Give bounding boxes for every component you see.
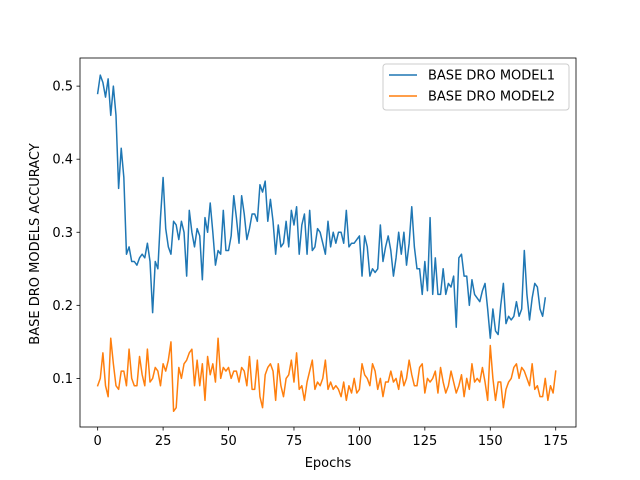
y-tick-label: 0.3 <box>52 226 73 241</box>
series-line-2 <box>96 337 557 413</box>
x-tick-label: 75 <box>286 434 303 449</box>
legend-box <box>382 63 570 111</box>
x-axis: 0 25 50 75 100 125 150 175 <box>94 427 568 449</box>
x-tick-label: 100 <box>347 434 372 449</box>
x-tick-label: 175 <box>543 434 568 449</box>
x-tick-label: 25 <box>155 434 172 449</box>
series-line-1 <box>96 74 547 339</box>
legend-label-1: BASE DRO MODEL1 <box>428 69 555 84</box>
plot-frame <box>79 57 577 428</box>
plot-area <box>79 57 577 428</box>
y-axis: 0.1 0.2 0.3 0.4 0.5 <box>52 80 80 387</box>
x-tick-label: 50 <box>220 434 237 449</box>
y-tick-label: 0.4 <box>52 153 73 168</box>
legend: BASE DRO MODEL1 BASE DRO MODEL2 <box>382 63 570 111</box>
y-tick-label: 0.2 <box>52 299 73 314</box>
legend-label-2: BASE DRO MODEL2 <box>428 90 555 105</box>
y-axis-label: BASE DRO MODELS ACCURACY <box>28 143 43 344</box>
y-tick-label: 0.1 <box>52 372 73 387</box>
x-tick-label: 125 <box>412 434 437 449</box>
x-tick-label: 0 <box>94 434 102 449</box>
y-tick-label: 0.5 <box>52 80 73 95</box>
x-tick-label: 150 <box>478 434 503 449</box>
x-axis-label: Epochs <box>305 456 352 471</box>
